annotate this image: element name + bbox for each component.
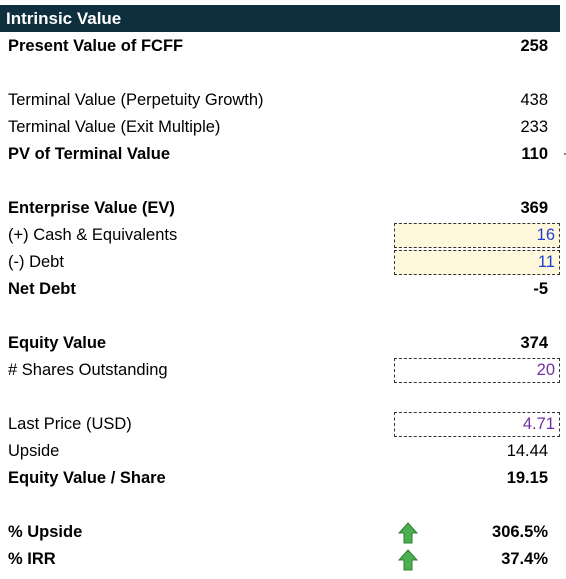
value-pv-terminal-value[interactable]: 110 [521,145,548,163]
row-last-price: Last Price (USD) 4.71 [0,411,566,438]
row-enterprise-value: Enterprise Value (EV) 369 [0,195,566,222]
label-enterprise-value: Enterprise Value (EV) [8,199,175,217]
value-upside[interactable]: 14.44 [506,442,548,460]
value-debt[interactable]: 11 [537,253,555,271]
label-tv-perpetuity: Terminal Value (Perpetuity Growth) [8,91,264,109]
value-enterprise-value[interactable]: 369 [520,199,548,217]
value-cash[interactable]: 16 [536,226,555,244]
label-equity-per-share: Equity Value / Share [8,469,166,487]
value-tv-perpetuity[interactable]: 438 [520,91,548,109]
green-up-arrow-icon [398,549,418,571]
value-equity-value[interactable]: 374 [520,334,548,352]
value-pct-irr[interactable]: 37.4% [501,550,548,568]
value-pct-upside[interactable]: 306.5% [492,523,548,541]
label-equity-value: Equity Value [8,334,107,352]
row-tv-exit: Terminal Value (Exit Multiple) 233 [0,114,566,141]
value-equity-per-share[interactable]: 19.15 [506,469,548,487]
input-cell-debt[interactable]: 11 [394,250,560,275]
value-tv-exit[interactable]: 233 [520,118,548,136]
value-shares[interactable]: 20 [536,361,555,379]
row-equity-per-share: Equity Value / Share 19.15 [0,465,566,492]
label-net-debt: Net Debt [8,280,76,298]
input-cell-cash[interactable]: 16 [394,223,560,248]
green-up-arrow-icon [398,522,418,544]
row-tv-perpetuity: Terminal Value (Perpetuity Growth) 438 [0,87,566,114]
row-pct-upside: % Upside 306.5% [0,519,566,546]
label-shares: # Shares Outstanding [8,361,168,379]
label-pct-irr: % IRR [8,550,56,568]
label-pv-terminal-value: PV of Terminal Value [8,145,170,163]
label-pct-upside: % Upside [8,523,83,541]
label-pv-fcff: Present Value of FCFF [8,37,184,55]
row-net-debt: Net Debt -5 [0,276,566,303]
label-upside: Upside [8,442,60,460]
row-cash: (+) Cash & Equivalents 16 [0,222,566,249]
row-upside: Upside 14.44 [0,438,566,465]
row-shares: # Shares Outstanding 20 [0,357,566,384]
row-equity-value: Equity Value 374 [0,330,566,357]
label-cash: (+) Cash & Equivalents [8,226,178,244]
section-header: Intrinsic Value [0,5,560,32]
value-pv-fcff[interactable]: 258 [520,37,548,55]
row-debt: (-) Debt 11 [0,249,566,276]
label-debt: (-) Debt [8,253,64,271]
label-tv-exit: Terminal Value (Exit Multiple) [8,118,221,136]
cell-edge-mark [564,153,566,155]
input-cell-shares[interactable]: 20 [394,358,560,383]
label-last-price: Last Price (USD) [8,415,132,433]
value-net-debt[interactable]: -5 [533,280,548,298]
input-cell-last-price[interactable]: 4.71 [394,412,560,437]
row-pv-terminal-value: PV of Terminal Value 110 [0,141,566,168]
row-pv-fcff: Present Value of FCFF 258 [0,33,566,60]
row-pct-irr: % IRR 37.4% [0,546,566,573]
value-last-price[interactable]: 4.71 [522,415,555,433]
